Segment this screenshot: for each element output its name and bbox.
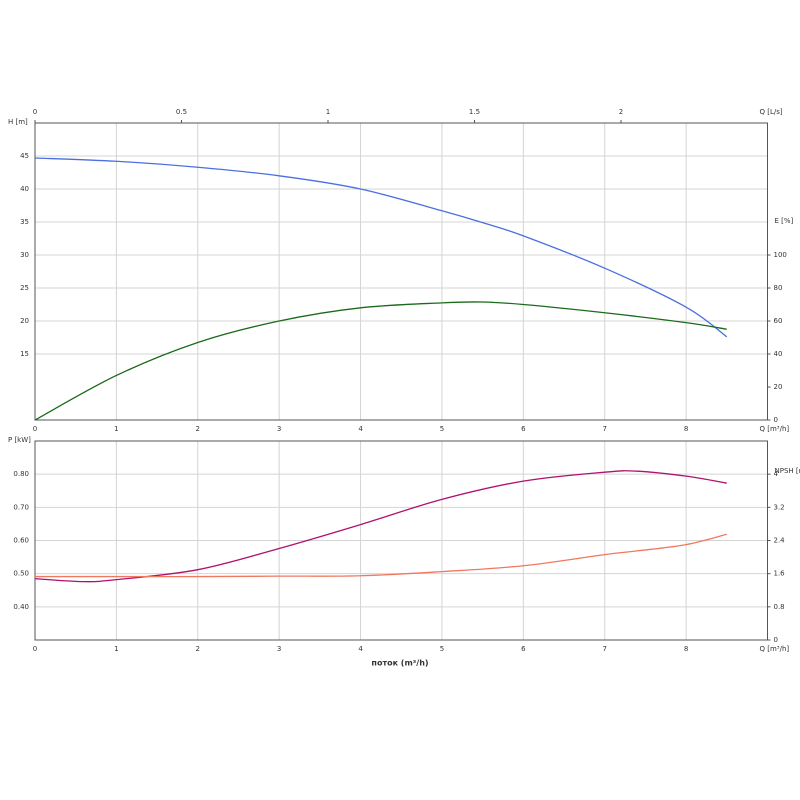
- y2-tick-label: 0: [774, 416, 778, 424]
- x-tick-label: 7: [602, 645, 606, 653]
- x-tick-label: 2: [196, 425, 200, 433]
- x-tick-label: 1: [114, 645, 118, 653]
- y-axis-label: H [m]: [8, 118, 28, 126]
- series-line: [35, 533, 727, 578]
- y-tick-label: 0.80: [13, 470, 29, 478]
- x-axis-end-label: Q [m³/h]: [760, 425, 790, 433]
- x-tick-label: 3: [277, 645, 281, 653]
- y2-tick-label: 4: [774, 470, 779, 478]
- x-tick-label: 0: [33, 645, 37, 653]
- y-tick-label: 35: [20, 218, 29, 226]
- x2-tick-label: 0.5: [176, 108, 187, 116]
- x-tick-label: 8: [684, 425, 688, 433]
- x-tick-label: 8: [684, 645, 688, 653]
- x-tick-label: 4: [358, 425, 363, 433]
- y2-axis-label: NPSH [m]: [775, 467, 800, 475]
- y-tick-label: 30: [20, 251, 29, 259]
- x-tick-label: 0: [33, 425, 37, 433]
- y2-tick-label: 0: [774, 636, 778, 644]
- y-tick-label: 15: [20, 350, 29, 358]
- x-tick-label: 5: [440, 645, 444, 653]
- y-tick-label: 0.60: [13, 537, 29, 545]
- series-line: [34, 301, 727, 421]
- y2-tick-label: 80: [774, 284, 783, 292]
- y-tick-label: 25: [20, 284, 29, 292]
- y2-tick-label: 20: [774, 383, 783, 391]
- x-tick-label: 3: [277, 425, 281, 433]
- y2-tick-label: 60: [774, 317, 783, 325]
- x-axis-end-label: Q [m³/h]: [760, 645, 790, 653]
- x-tick-label: 4: [358, 645, 363, 653]
- x2-tick-label: 0: [33, 108, 37, 116]
- y2-tick-label: 0.8: [774, 603, 785, 611]
- y-tick-label: 0.70: [13, 503, 29, 511]
- y-tick-label: 0.40: [13, 603, 29, 611]
- y2-tick-label: 3.2: [774, 503, 785, 511]
- x-tick-label: 7: [602, 425, 606, 433]
- x2-tick-label: 1: [326, 108, 330, 116]
- x-axis-title: поток (m³/h): [371, 659, 428, 668]
- y2-tick-label: 40: [774, 350, 783, 358]
- x-tick-label: 2: [196, 645, 200, 653]
- plot-frame: [34, 122, 768, 421]
- x2-axis-end-label: Q [L/s]: [760, 108, 783, 116]
- y-tick-label: 40: [20, 185, 29, 193]
- series-line: [34, 470, 727, 583]
- y2-tick-label: 2.4: [774, 537, 786, 545]
- x-tick-label: 6: [521, 425, 526, 433]
- y-tick-label: 20: [20, 317, 29, 325]
- y2-axis-label: E [%]: [775, 217, 794, 225]
- y2-tick-label: 1.6: [774, 570, 786, 578]
- x-tick-label: 1: [114, 425, 118, 433]
- y2-tick-label: 100: [774, 251, 787, 259]
- y-axis-label: P [kW]: [8, 436, 31, 444]
- x2-tick-label: 1.5: [469, 108, 480, 116]
- x-tick-label: 6: [521, 645, 526, 653]
- plot-frame: [34, 440, 768, 641]
- x2-tick-label: 2: [619, 108, 623, 116]
- series-line: [34, 157, 728, 338]
- x-tick-label: 5: [440, 425, 444, 433]
- y-tick-label: 0.50: [13, 570, 29, 578]
- y-tick-label: 45: [20, 152, 29, 160]
